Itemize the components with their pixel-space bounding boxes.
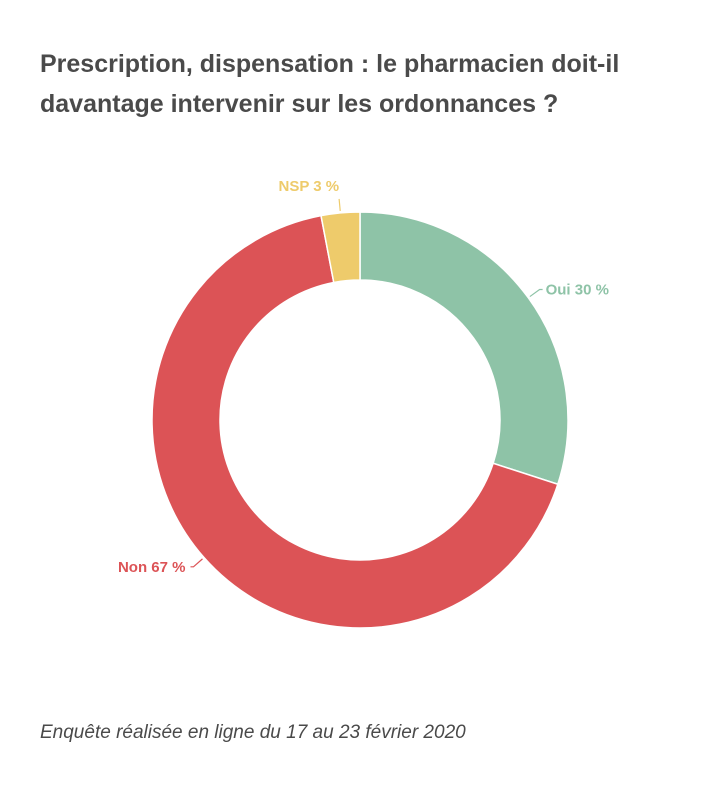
slice-label-nsp: NSP 3 % (279, 178, 340, 195)
donut-chart-svg: Oui 30 % Non 67 % NSP 3 % (118, 178, 609, 629)
chart-title: Prescription, dispensation : le pharmaci… (40, 50, 620, 118)
leader-line-nsp (338, 198, 341, 211)
donut-chart: Oui 30 % Non 67 % NSP 3 % (0, 150, 720, 690)
slice-nsp (320, 211, 361, 284)
survey-footnote: Enquête réalisée en ligne du 17 au 23 fé… (40, 722, 466, 743)
leader-line-non (190, 558, 203, 568)
slice-label-non: Non 67 % (118, 559, 186, 576)
slice-non (151, 214, 559, 629)
leader-line-oui (529, 288, 543, 298)
slice-label-oui: Oui 30 % (546, 282, 609, 299)
slice-oui (359, 211, 569, 486)
